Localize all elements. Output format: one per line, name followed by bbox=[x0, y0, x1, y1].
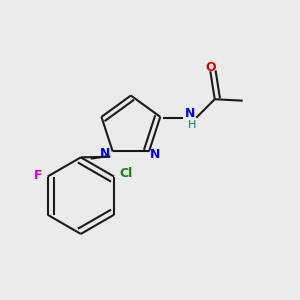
Text: N: N bbox=[150, 148, 161, 161]
Text: Cl: Cl bbox=[120, 167, 133, 180]
Text: N: N bbox=[100, 147, 110, 160]
Text: O: O bbox=[205, 61, 216, 74]
Text: F: F bbox=[34, 169, 43, 182]
Text: N: N bbox=[184, 107, 195, 120]
Text: H: H bbox=[188, 120, 196, 130]
